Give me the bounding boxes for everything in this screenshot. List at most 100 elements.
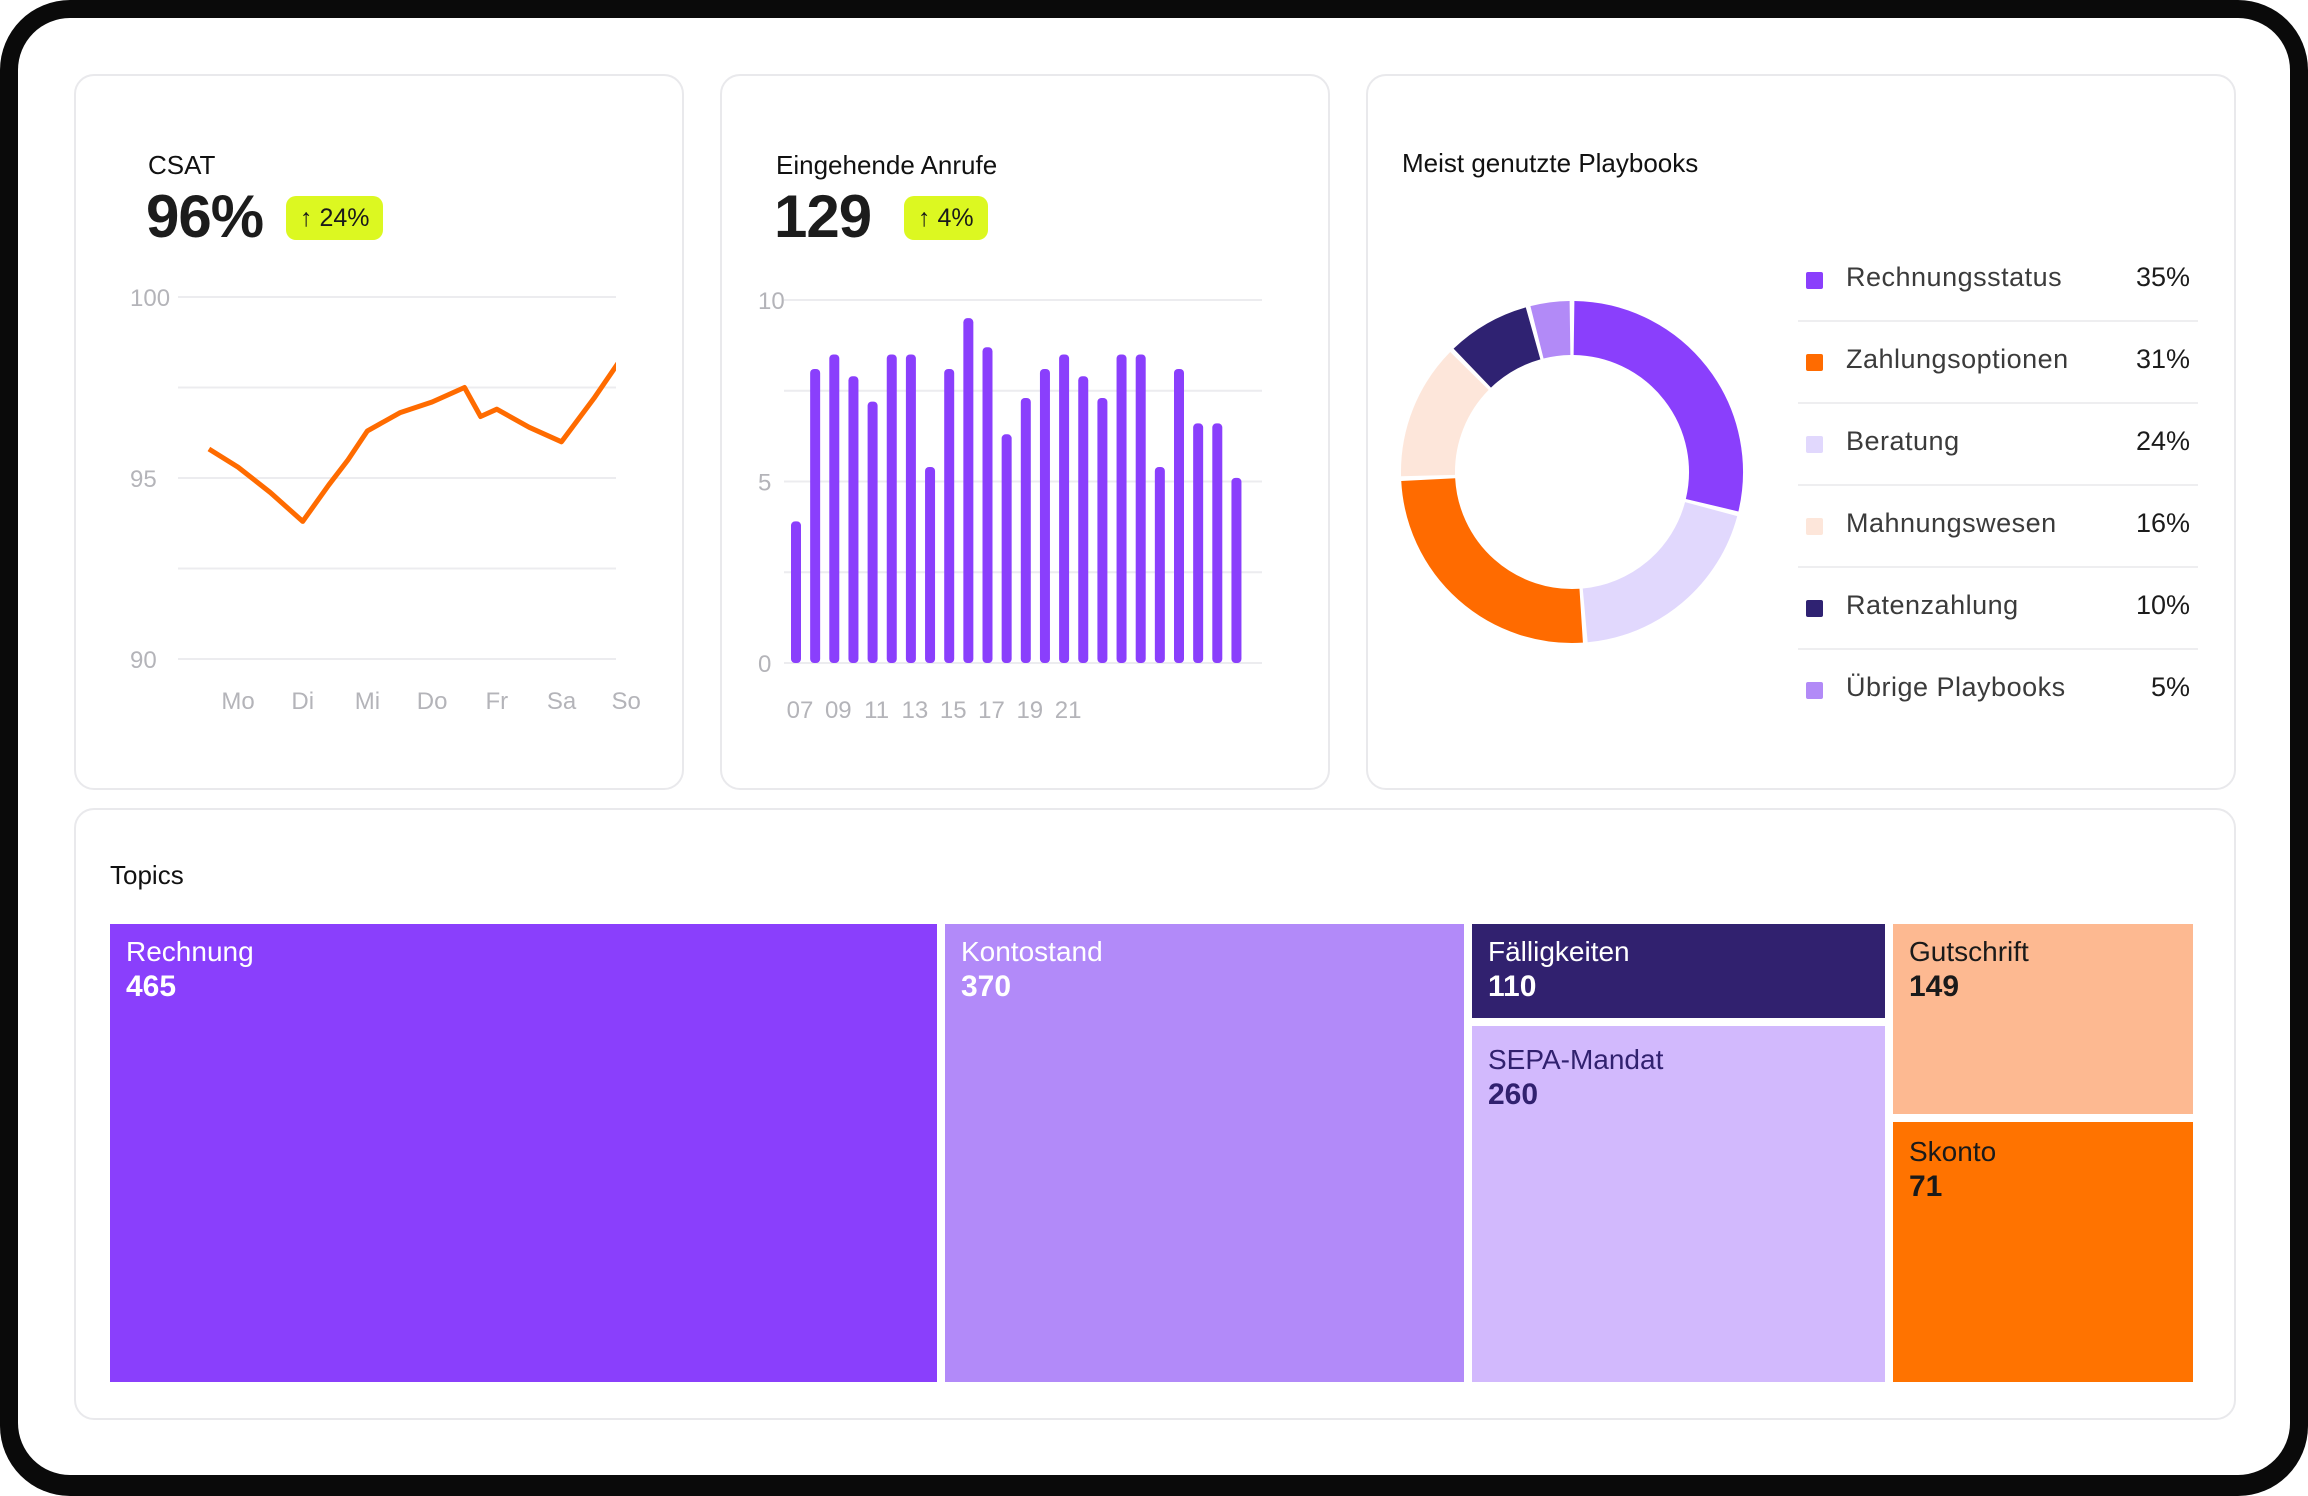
x-tick-label: Di xyxy=(291,688,314,715)
y-tick-label: 95 xyxy=(130,466,157,493)
call-bar xyxy=(1078,376,1089,663)
call-bar xyxy=(925,466,936,663)
legend-value: 5% xyxy=(2150,672,2190,702)
donut-slice xyxy=(1401,351,1490,477)
call-bar xyxy=(1174,368,1184,663)
call-bar xyxy=(963,318,974,663)
call-bar xyxy=(791,521,801,663)
call-bar xyxy=(1231,477,1242,663)
x-tick-label: So xyxy=(612,688,641,715)
topic-tile-sepa-mandat[interactable]: SEPA-Mandat 260 xyxy=(1472,1026,1885,1382)
legend-value: 31% xyxy=(2135,344,2190,374)
call-bar xyxy=(1001,434,1012,663)
topic-tile-faelligkeiten[interactable]: Fälligkeiten 110 xyxy=(1472,924,1885,1018)
y-tick-label: 100 xyxy=(130,285,170,312)
donut-slice xyxy=(1530,301,1572,359)
x-tick-label: Sa xyxy=(547,688,577,715)
call-bar xyxy=(829,354,840,663)
legend-label: Zahlungsoptionen xyxy=(1846,344,2069,374)
topic-value: 149 xyxy=(1909,970,1960,1003)
x-tick-label: 13 xyxy=(902,697,929,724)
x-tick-label: 17 xyxy=(978,697,1005,724)
call-bar xyxy=(810,368,821,663)
legend-label: Mahnungswesen xyxy=(1846,508,2057,538)
donut-slice xyxy=(1453,307,1542,389)
csat-card[interactable]: CSAT 96% ↑ 24% 100 95 90 Mo Di Mi Do Fr Sa So xyxy=(74,74,684,790)
topic-label: SEPA-Mandat xyxy=(1488,1044,1664,1075)
donut-slice xyxy=(1401,477,1583,643)
legend-label: Rechnungsstatus xyxy=(1846,262,2063,292)
csat-title: CSAT xyxy=(148,150,216,180)
legend-swatch xyxy=(1806,600,1823,617)
call-bar xyxy=(1059,354,1070,663)
legend-swatch xyxy=(1806,518,1823,535)
topic-label: Gutschrift xyxy=(1909,936,2029,967)
topic-tile-rechnung[interactable]: Rechnung 465 xyxy=(110,924,937,1382)
y-tick-label: 0 xyxy=(758,651,771,678)
legend-item[interactable]: Ratenzahlung 10% xyxy=(1798,568,2198,650)
topics-card[interactable]: Topics Rechnung 465 Kontostand 370 Fälli… xyxy=(74,808,2236,1420)
legend-value: 35% xyxy=(2135,262,2190,292)
x-tick-label: 19 xyxy=(1016,697,1043,724)
legend-value: 16% xyxy=(2135,508,2190,538)
legend-item[interactable]: Beratung 24% xyxy=(1798,404,2198,486)
legend-label: Übrige Playbooks xyxy=(1846,672,2066,702)
x-tick-label: Do xyxy=(417,688,448,715)
playbooks-donut-chart xyxy=(1401,301,1743,643)
legend-item[interactable]: Mahnungswesen 16% xyxy=(1798,486,2198,568)
legend-value: 10% xyxy=(2135,590,2190,620)
donut-slice xyxy=(1572,301,1743,512)
call-bar xyxy=(1193,423,1204,663)
call-bar xyxy=(886,354,897,663)
csat-trend-badge: ↑ 24% xyxy=(286,196,384,240)
x-tick-label: Mi xyxy=(355,688,380,715)
calls-bar-chart: 10 5 0 07 09 11 13 15 17 19 21 xyxy=(758,288,1262,724)
csat-line-chart: 100 95 90 Mo Di Mi Do Fr Sa So xyxy=(130,285,641,715)
call-bar xyxy=(1039,368,1050,663)
legend-label: Beratung xyxy=(1846,426,1960,456)
topic-label: Fälligkeiten xyxy=(1488,936,1630,967)
legend-item[interactable]: Übrige Playbooks 5% xyxy=(1798,650,2198,732)
playbooks-legend: Rechnungsstatus 35% Zahlungsoptionen 31%… xyxy=(1798,240,2198,732)
x-tick-label: 15 xyxy=(940,697,967,724)
topic-value: 370 xyxy=(961,970,1012,1003)
call-bar xyxy=(867,401,878,663)
topic-label: Skonto xyxy=(1909,1136,1997,1167)
call-bar xyxy=(1212,423,1223,663)
topic-tile-skonto[interactable]: Skonto 71 xyxy=(1893,1122,2193,1382)
topics-title: Topics xyxy=(110,860,184,890)
csat-series-line xyxy=(207,361,616,524)
call-bar xyxy=(944,368,955,663)
playbooks-card[interactable]: Meist genutzte Playbooks xyxy=(1366,74,2236,790)
x-tick-label: 11 xyxy=(864,697,889,724)
call-bar xyxy=(1116,354,1127,663)
topic-value: 110 xyxy=(1488,970,1537,1003)
call-bar xyxy=(1020,398,1031,663)
x-tick-label: 09 xyxy=(825,697,852,724)
calls-trend-badge: ↑ 4% xyxy=(904,196,988,240)
call-bar xyxy=(982,347,993,663)
topic-value: 260 xyxy=(1488,1078,1539,1111)
call-bar xyxy=(1135,354,1146,663)
legend-swatch xyxy=(1806,272,1823,289)
legend-item[interactable]: Rechnungsstatus 35% xyxy=(1798,240,2198,322)
x-tick-label: Mo xyxy=(221,688,254,715)
y-tick-label: 5 xyxy=(758,470,771,497)
call-bar xyxy=(1097,398,1108,663)
legend-swatch xyxy=(1806,436,1823,453)
legend-item[interactable]: Zahlungsoptionen 31% xyxy=(1798,322,2198,404)
topic-label: Kontostand xyxy=(961,936,1103,967)
x-tick-label: 07 xyxy=(787,697,814,724)
y-tick-label: 90 xyxy=(130,647,157,674)
donut-slice xyxy=(1581,501,1738,643)
y-tick-label: 10 xyxy=(758,288,785,315)
topic-tile-gutschrift[interactable]: Gutschrift 149 xyxy=(1893,924,2193,1114)
call-bar xyxy=(905,354,916,663)
call-bar xyxy=(1154,466,1165,663)
legend-swatch xyxy=(1806,682,1823,699)
topic-tile-kontostand[interactable]: Kontostand 370 xyxy=(945,924,1464,1382)
legend-value: 24% xyxy=(2135,426,2190,456)
call-bar xyxy=(848,376,859,663)
calls-card[interactable]: Eingehende Anrufe 129 ↑ 4% 10 5 0 07 09 11 13 1… xyxy=(720,74,1330,790)
legend-label: Ratenzahlung xyxy=(1846,590,2019,620)
